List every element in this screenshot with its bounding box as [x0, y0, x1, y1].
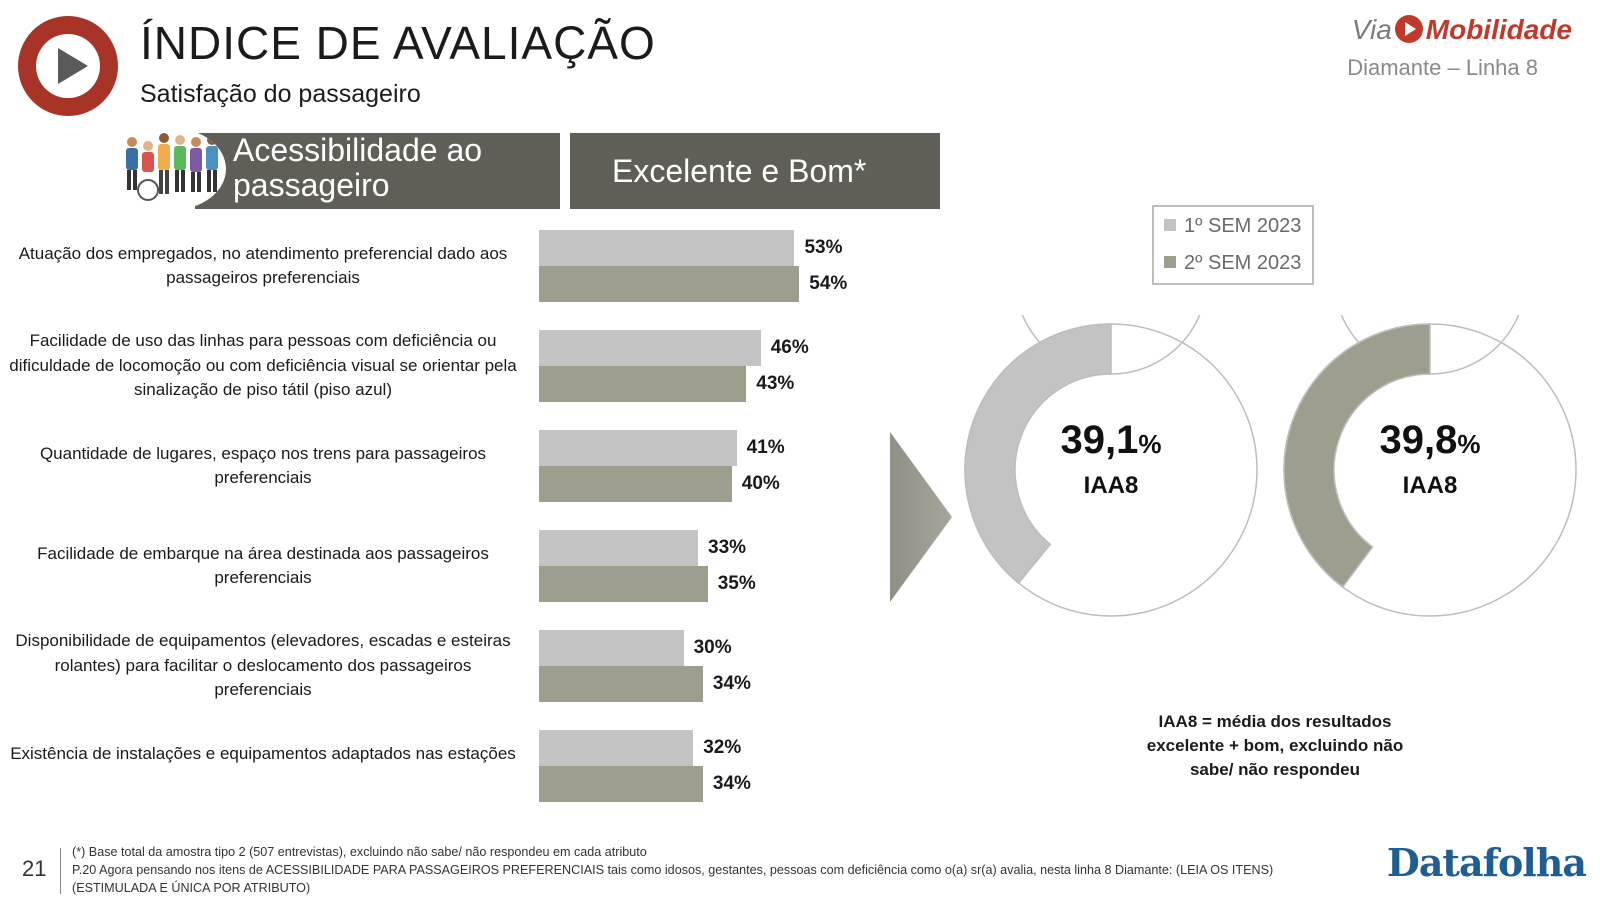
data-label: 43%: [756, 373, 795, 394]
bar-series1: [539, 330, 761, 366]
bar-series1: [539, 530, 699, 566]
iaa-definition-note: IAA8 = média dos resultados excelente + …: [1146, 712, 1404, 779]
footnote-line: (*) Base total da amostra tipo 2 (507 en…: [72, 845, 647, 859]
category-label: Existência de instalações e equipamentos…: [10, 743, 516, 763]
donut-value-number: 39,8: [1379, 418, 1458, 462]
bar-series2: [539, 766, 703, 802]
donut-chart-1: [964, 315, 1258, 617]
legend-label-series1: 1º SEM 2023: [1184, 215, 1302, 237]
data-label: 35%: [717, 573, 756, 594]
brand-line: Diamante – Linha 8: [1347, 55, 1538, 80]
page-number: 21: [22, 856, 47, 881]
donut-label: IAA8: [1083, 472, 1139, 499]
brand-play-icon: [1394, 15, 1423, 43]
data-label: 41%: [746, 437, 785, 458]
category-label: Facilidade de uso das linhas para pessoa…: [9, 331, 517, 400]
logo-play-icon: [18, 16, 118, 116]
donut-value: 39,8%: [1330, 418, 1530, 463]
donut-slice: [1283, 323, 1431, 589]
bar-series2: [539, 466, 732, 502]
topic-header: Acessibilidade ao passageiro: [233, 132, 483, 203]
brand-logo: Via Mobilidade: [1352, 14, 1572, 46]
category-label: Atuação dos empregados, no atendimento p…: [18, 243, 508, 288]
data-label: 30%: [693, 637, 732, 658]
bar-series1: [539, 230, 795, 266]
bar-series1: [539, 430, 737, 466]
donut-label: IAA8: [1402, 472, 1458, 499]
bar-series2: [539, 266, 800, 302]
legend-swatch-series2: [1164, 256, 1176, 268]
brand-via: Via: [1351, 14, 1392, 45]
footer-divider: [60, 848, 61, 894]
footnote: (*) Base total da amostra tipo 2 (507 en…: [72, 843, 1273, 897]
data-label: 46%: [770, 337, 809, 358]
data-label: 33%: [708, 537, 747, 558]
metric-header: Excelente e Bom*: [570, 133, 940, 209]
donut-slice: [964, 323, 1112, 585]
data-label: 34%: [712, 773, 751, 794]
legend-item-series1: 1º SEM 2023: [1164, 215, 1301, 238]
bar-series1: [539, 730, 694, 766]
legend: 1º SEM 2023 2º SEM 2023: [1152, 205, 1314, 285]
brand-mobilidade: Mobilidade: [1425, 14, 1572, 45]
arrow-right-icon: [890, 432, 952, 607]
donut-value-unit: %: [1457, 429, 1481, 459]
bar-series2: [539, 566, 708, 602]
donut-value-unit: %: [1138, 429, 1162, 459]
data-label: 32%: [703, 737, 742, 758]
people-accessibility-icon: [118, 128, 226, 210]
page-subtitle: Satisfação do passageiro: [140, 80, 421, 108]
data-label: 54%: [809, 273, 848, 294]
donut-value-number: 39,1: [1060, 418, 1139, 462]
data-label: 53%: [804, 237, 843, 258]
legend-swatch-series1: [1164, 219, 1176, 231]
category-label: Disponibilidade de equipamentos (elevado…: [15, 631, 511, 700]
topic-header-bg: [195, 133, 560, 209]
footnote-line: (ESTIMULADA E ÚNICA POR ATRIBUTO): [72, 881, 311, 895]
category-label: Quantidade de lugares, espaço nos trens …: [39, 443, 487, 488]
bar-series1: [539, 630, 684, 666]
footnote-line: P.20 Agora pensando nos itens de ACESSIB…: [72, 863, 1274, 877]
datafolha-logo: Datafolha: [1386, 840, 1587, 885]
bar-series2: [539, 366, 747, 402]
data-label: 34%: [712, 673, 751, 694]
donut-chart-2: [1283, 315, 1577, 617]
category-label: Facilidade de embarque na área destinada…: [37, 543, 489, 588]
data-label: 40%: [741, 473, 780, 494]
page-title: ÍNDICE DE AVALIAÇÃO: [140, 17, 656, 69]
bar-series2: [539, 666, 703, 702]
legend-label-series2: 2º SEM 2023: [1184, 252, 1302, 274]
legend-item-series2: 2º SEM 2023: [1164, 252, 1301, 275]
donut-value: 39,1%: [1011, 418, 1211, 463]
